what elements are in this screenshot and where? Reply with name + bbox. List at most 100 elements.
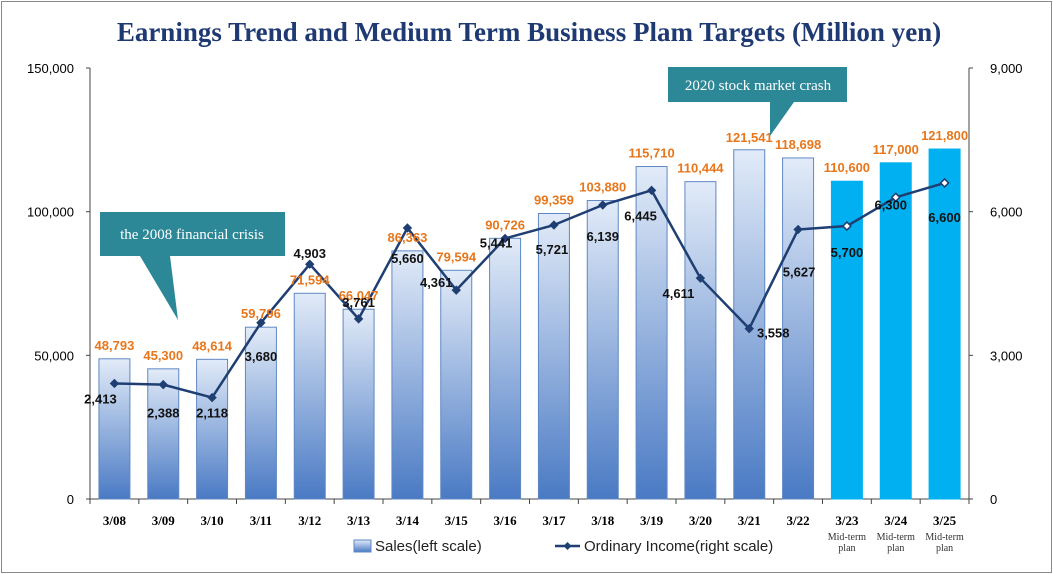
x-tick-label: 3/13 [347,513,371,528]
sales-value-label: 66,047 [339,288,379,303]
ordinary-income-point [500,233,510,244]
ordinary-income-point [158,379,168,390]
x-tick-label: 3/12 [298,513,321,528]
x-tick-label: 3/19 [640,513,664,528]
sales-bar [147,368,180,500]
x-tick-label: 3/25 [933,513,957,528]
income-value-label: 5,660 [391,251,424,266]
income-value-label: 5,627 [783,265,816,280]
right-tick-label: 0 [990,492,997,507]
income-value-label: 5,441 [480,235,513,250]
x-tick-label: 3/20 [689,513,712,528]
ordinary-income-point [939,177,950,188]
sales-value-label: 71,594 [290,272,331,287]
income-value-label: 3,680 [245,349,278,364]
sales-bar [293,292,326,500]
sales-bar [537,213,570,500]
sales-bar [342,308,375,500]
income-value-label: 5,721 [536,242,569,257]
ordinary-income-line [109,177,950,403]
x-tick-label: 3/15 [445,513,469,528]
income-value-label: 4,611 [663,286,695,301]
ordinary-income-point [793,224,803,235]
sales-value-label: 48,614 [192,338,233,353]
sales-bar [830,180,863,500]
ordinary-income-point [549,220,559,230]
income-value-label: 3,558 [757,326,790,341]
right-tick-label: 9,000 [990,61,1023,76]
ordinary-income-point [353,314,364,324]
sales-value-label: 121,541 [726,130,773,145]
ordinary-income-point [744,323,754,334]
x-sublabel: plan [936,543,953,554]
sales-value-label: 86,363 [388,230,428,245]
axes: 0 50,000 100,000 150,000 0 3,000 6,000 9,000 3/0… [27,61,1023,554]
right-tick-label: 3,000 [990,348,1023,363]
ordinary-income-point [841,220,852,232]
legend: Sales(left scale) Ordinary Income(right s… [353,538,773,555]
legend-sales-label: Sales(left scale) [375,538,482,555]
ordinary-income-point [598,200,608,210]
sales-bar [391,250,424,500]
sales-value-label: 45,300 [143,348,183,363]
sales-bar [782,157,815,500]
legend-sales-swatch [353,539,372,553]
legend-income-marker [563,542,572,550]
income-value-label: 6,600 [928,210,961,225]
x-tick-label: 3/16 [494,513,518,528]
callout-bubble-2008 [100,212,285,320]
x-tick-label: 3/17 [542,513,566,528]
x-sublabel: Mid-term [925,532,964,543]
sales-bar [440,269,473,500]
x-tick-label: 3/23 [835,513,859,528]
ordinary-income-point [890,192,901,203]
sales-bar [879,162,912,500]
chart-title: Earnings Trend and Medium Term Business … [117,17,941,47]
income-value-label: 2,388 [147,406,180,421]
ordinary-income-point [207,392,217,403]
sales-value-label: 99,359 [534,193,574,208]
sales-bar [244,326,277,500]
x-tick-label: 3/21 [738,513,761,528]
ordinary-income-polyline [114,181,945,399]
callout-text-2008: the 2008 financial crisis [120,227,264,243]
callout-text-2020: 2020 stock market crash [685,78,832,94]
x-tick-label: 3/22 [787,513,810,528]
sales-value-label: 118,698 [775,137,821,152]
ordinary-income-point [646,185,657,196]
left-tick-label: 100,000 [27,205,74,220]
x-tick-label: 3/14 [396,513,420,528]
income-value-label: 2,413 [84,391,117,406]
sales-value-label: 59,796 [241,306,281,321]
income-value-label: 5,700 [831,245,864,260]
ordinary-income-point [695,273,706,283]
x-tick-label: 3/08 [103,513,127,528]
x-sublabel: Mid-term [828,532,867,543]
left-tick-label: 0 [67,492,74,507]
ordinary-income-point [305,259,315,269]
left-tick-label: 50,000 [34,348,74,363]
sales-value-label: 90,726 [485,217,525,232]
legend-income-label: Ordinary Income(right scale) [584,538,773,555]
sales-bars [98,148,961,500]
income-value-label: 4,361 [420,275,453,290]
income-value-label: 4,903 [293,246,326,261]
callout-bubble-2020 [668,67,847,136]
x-sublabel: plan [838,543,855,554]
sales-bar [684,181,717,500]
sales-value-label: 110,600 [824,160,870,175]
callouts: the 2008 financial crisis 2020 stock mark… [100,67,847,320]
x-tick-label: 3/10 [201,513,224,528]
x-tick-label: 3/24 [884,513,908,528]
ordinary-income-point [256,318,266,328]
x-tick-label: 3/09 [152,513,176,528]
sales-value-label: 115,710 [628,146,674,161]
sales-value-label: 117,000 [873,142,919,157]
income-value-label: 6,445 [624,208,657,223]
right-tick-label: 6,000 [990,205,1023,220]
x-sublabel: Mid-term [877,532,916,543]
sales-bar [928,148,961,500]
sales-bar [489,237,522,500]
